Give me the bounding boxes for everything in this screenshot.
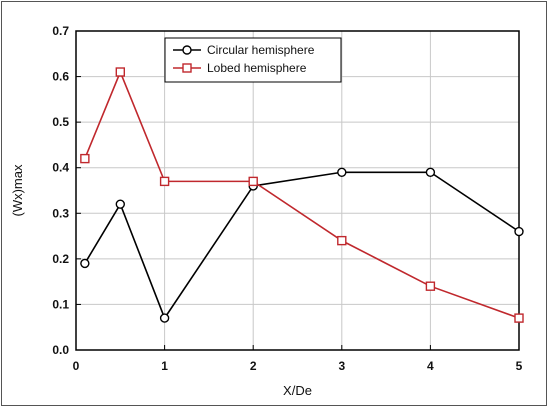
- data-point: [425, 167, 436, 177]
- data-point: [115, 67, 126, 77]
- y-tick-label: 0.0: [52, 343, 69, 357]
- legend-label: Lobed hemisphere: [207, 61, 307, 75]
- y-tick-label: 0.2: [52, 252, 69, 266]
- data-point: [115, 199, 126, 209]
- x-tick-label: 1: [161, 359, 168, 373]
- x-tick-label: 5: [516, 359, 523, 373]
- y-tick-label: 0.7: [52, 24, 69, 38]
- data-point: [514, 313, 524, 323]
- x-tick-label: 2: [250, 359, 257, 373]
- series-line: [84, 171, 520, 320]
- series-group: [80, 67, 524, 323]
- legend-label: Circular hemisphere: [207, 43, 315, 57]
- data-point: [425, 281, 436, 291]
- x-axis-label: X/De: [283, 383, 312, 398]
- data-point: [514, 226, 524, 237]
- x-tick-label: 0: [73, 359, 80, 373]
- plot-area-border: [75, 30, 520, 351]
- y-tick-label: 0.6: [52, 70, 69, 84]
- legend-box: [164, 37, 342, 83]
- y-tick-label: 0.5: [52, 115, 69, 129]
- legend-marker: [182, 45, 192, 55]
- data-point: [80, 258, 90, 269]
- data-point: [248, 176, 258, 187]
- y-axis-label: (Wx)max: [10, 164, 25, 216]
- series-1: [80, 167, 524, 323]
- legend: Circular hemisphere Lobed hemisphere: [164, 37, 342, 83]
- data-point: [337, 167, 347, 177]
- y-tick-label: 0.4: [52, 161, 69, 175]
- data-point: [159, 313, 170, 323]
- data-point: [337, 235, 347, 246]
- x-axis-ticks: 0 1 2 3 4 5: [73, 345, 523, 373]
- data-point: [80, 153, 90, 164]
- data-point: [159, 176, 170, 187]
- x-tick-label: 4: [427, 359, 434, 373]
- series-2: [80, 67, 524, 323]
- x-tick-label: 3: [338, 359, 345, 373]
- y-axis-ticks: 0.0 0.1 0.2 0.3 0.4 0.5 0.6 0.7: [52, 24, 81, 357]
- y-tick-label: 0.1: [52, 297, 69, 311]
- legend-marker: [182, 63, 192, 73]
- y-tick-label: 0.3: [52, 206, 69, 220]
